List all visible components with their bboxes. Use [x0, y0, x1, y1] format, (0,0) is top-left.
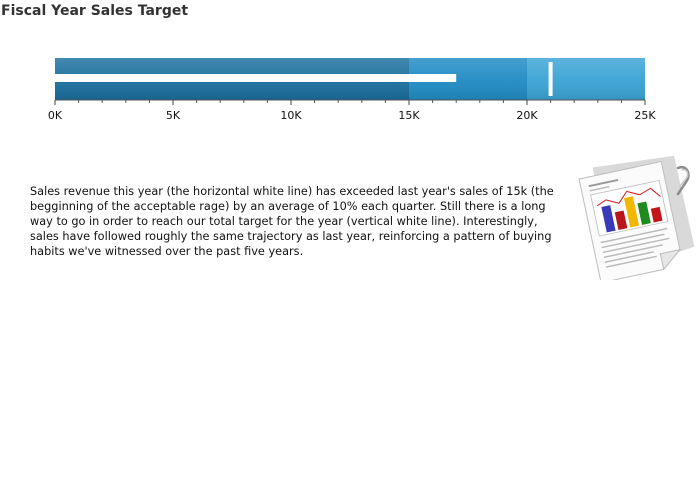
- description-text: Sales revenue this year (the horizontal …: [30, 185, 554, 258]
- actual-value-bar: [55, 74, 457, 82]
- x-tick-label: 25K: [634, 109, 656, 122]
- bullet-chart: 0K 5K 10K 15K 20K 25K: [48, 58, 656, 122]
- chart-title: Fiscal Year Sales Target: [1, 3, 189, 19]
- x-tick-label: 5K: [166, 109, 181, 122]
- x-tick-label: 10K: [280, 109, 302, 122]
- report-chart-icon: [578, 155, 695, 280]
- x-tick-label: 20K: [516, 109, 538, 122]
- x-tick-label: 0K: [48, 109, 63, 122]
- x-tick-label: 15K: [398, 109, 420, 122]
- target-marker: [548, 62, 553, 96]
